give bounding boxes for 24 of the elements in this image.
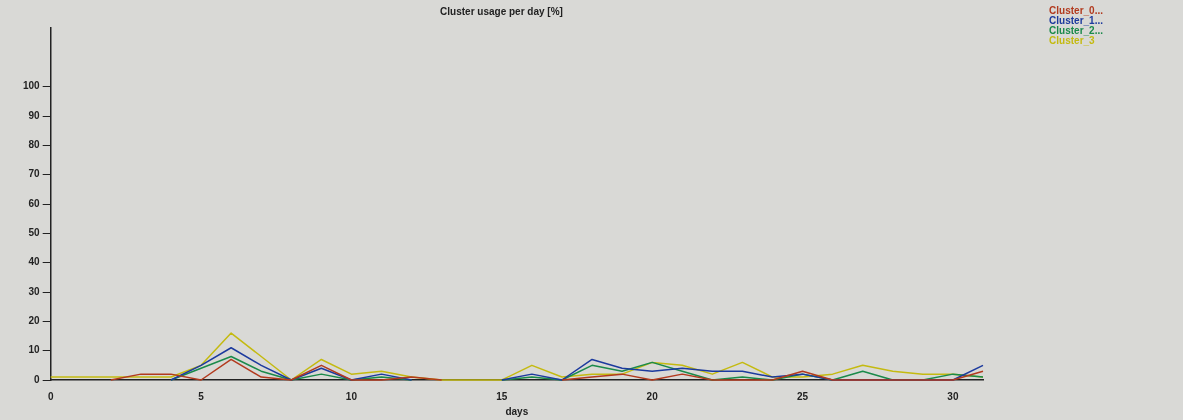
y-tick-label: 60 (28, 197, 41, 209)
chart-title: Cluster usage per day [%] (440, 5, 563, 17)
x-tick-label: 10 (345, 390, 358, 402)
y-tick-label: 100 (23, 80, 41, 92)
text: Cluster_0... (1049, 5, 1103, 16)
text: Cluster_3 (1049, 35, 1095, 46)
y-tick-label: 50 (28, 227, 41, 239)
y-tick-label: 90 (28, 109, 41, 121)
y-tick-label: 70 (28, 168, 41, 180)
x-tick-label: 20 (646, 390, 659, 402)
y-tick-label: 80 (28, 139, 41, 151)
y-tick-label: 0 (34, 373, 41, 385)
y-tick-label: 20 (28, 315, 41, 327)
x-tick-label: 0 (47, 390, 54, 402)
x-tick-label: 25 (796, 390, 809, 402)
y-tick-label: 30 (28, 285, 41, 297)
x-tick-label: 30 (947, 390, 959, 402)
x-axis-title: days (505, 405, 529, 417)
x-tick-label: 5 (198, 390, 205, 402)
y-tick-label: 10 (28, 344, 41, 356)
y-tick-label: 40 (28, 256, 41, 268)
x-tick-label: 15 (496, 390, 508, 402)
text: Cluster_1... (1049, 15, 1103, 26)
text: Cluster_2... (1049, 25, 1103, 36)
